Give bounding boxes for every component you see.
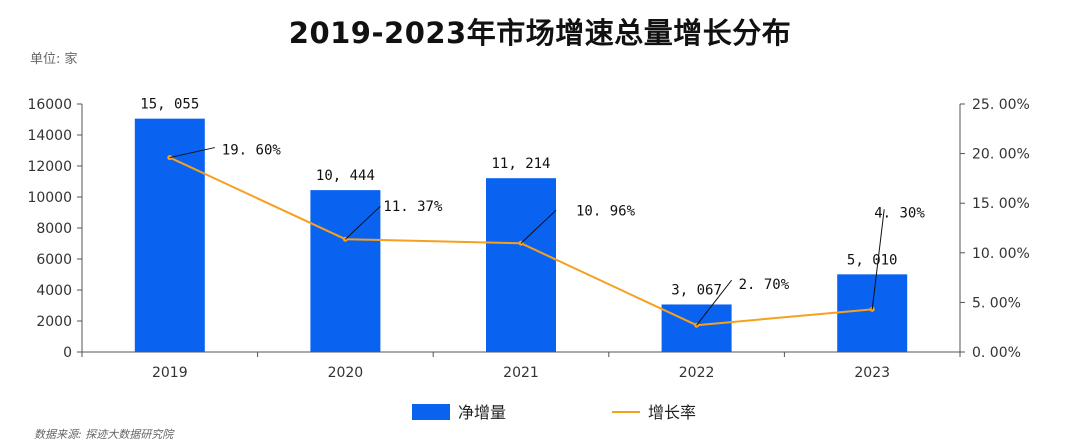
growth-leader-line (520, 209, 557, 244)
bar-value-label: 3, 067 (671, 282, 722, 298)
growth-rate-label: 19. 60% (222, 143, 282, 159)
growth-rate-label: 11. 37% (383, 199, 443, 215)
growth-leader-line (871, 209, 885, 310)
bar-value-label: 15, 055 (140, 97, 199, 113)
bar-2022 (661, 304, 732, 352)
x-tick-label: 2023 (854, 365, 890, 381)
y-left-tick-label: 14000 (27, 128, 72, 144)
x-tick-label: 2019 (152, 365, 188, 381)
bar-2023 (837, 274, 908, 352)
growth-leader-line (169, 147, 215, 159)
legend-label-bars: 净增量 (458, 403, 506, 422)
bar-2021 (486, 178, 556, 352)
y-right-tick-label: 5. 00% (972, 295, 1021, 311)
growth-rate-label: 10. 96% (576, 203, 636, 219)
y-left-tick-label: 6000 (36, 252, 72, 268)
data-source: 数据来源: 探迹大数据研究院 (34, 428, 174, 441)
growth-leader-line (696, 279, 732, 326)
y-left-tick-label: 12000 (27, 159, 72, 175)
bar-2020 (310, 190, 381, 352)
y-left-tick-label: 16000 (27, 97, 72, 113)
y-right-tick-label: 10. 00% (972, 246, 1030, 262)
chart-title: 2019-2023年市场增速总量增长分布 (288, 16, 792, 50)
y-left-tick-label: 0 (63, 345, 72, 361)
y-right-tick-label: 0. 00% (972, 345, 1021, 361)
x-tick-label: 2020 (328, 365, 364, 381)
y-left-tick-label: 4000 (36, 283, 72, 299)
bar-value-label: 5, 010 (847, 252, 898, 268)
growth-rate-label: 4. 30% (874, 205, 925, 221)
legend-swatch-bars (412, 404, 450, 420)
legend-label-line: 增长率 (648, 403, 696, 422)
bar-value-label: 10, 444 (316, 168, 375, 184)
growth-leader-line (345, 205, 381, 240)
unit-label: 单位: 家 (30, 52, 78, 67)
y-right-tick-label: 15. 00% (972, 196, 1030, 212)
bar-value-label: 11, 214 (491, 156, 550, 172)
x-tick-label: 2022 (679, 365, 715, 381)
y-left-tick-label: 8000 (36, 221, 72, 237)
y-right-tick-label: 20. 00% (972, 147, 1030, 163)
y-left-tick-label: 2000 (36, 314, 72, 330)
growth-rate-label: 2. 70% (739, 277, 790, 293)
x-tick-label: 2021 (503, 365, 539, 381)
y-right-tick-label: 25. 00% (972, 97, 1030, 113)
y-left-tick-label: 10000 (27, 190, 72, 206)
bar-2019 (134, 118, 205, 353)
